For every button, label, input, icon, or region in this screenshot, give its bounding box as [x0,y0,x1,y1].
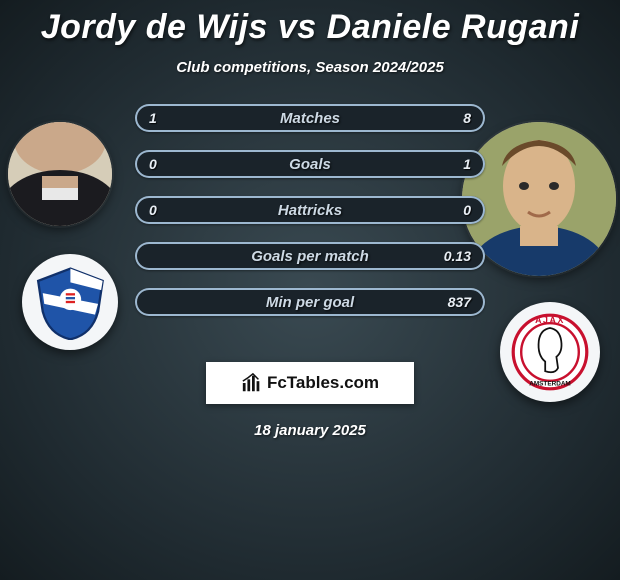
stat-label: Goals per match [135,248,485,265]
page-title: Jordy de Wijs vs Daniele Rugani [0,0,620,47]
bar-chart-icon [241,372,263,394]
stat-label: Hattricks [135,202,485,219]
player-portrait-icon [462,122,616,276]
player-right-photo [462,122,616,276]
stat-row-hattricks: 0 Hattricks 0 [135,196,485,224]
stats-list: 1 Matches 8 0 Goals 1 0 Hattricks 0 Goal… [135,104,485,316]
svg-text:AJAX: AJAX [535,315,565,325]
subtitle: Club competitions, Season 2024/2025 [0,59,620,76]
shield-icon [32,264,109,341]
stat-row-matches: 1 Matches 8 [135,104,485,132]
brand-badge: FcTables.com [206,362,414,404]
brand-text: FcTables.com [267,373,379,393]
stat-label: Goals [135,156,485,173]
player-left-photo [8,122,112,226]
stat-row-min-per-goal: Min per goal 837 [135,288,485,316]
stat-label: Matches [135,110,485,127]
stat-row-goals-per-match: Goals per match 0.13 [135,242,485,270]
player-silhouette-icon [8,122,112,226]
club-right-logo: AMSTERDAM AJAX [500,302,600,402]
date-text: 18 january 2025 [0,422,620,439]
ajax-icon: AMSTERDAM AJAX [510,312,590,392]
stat-label: Min per goal [135,294,485,311]
svg-text:AMSTERDAM: AMSTERDAM [529,381,571,388]
club-left-logo [22,254,118,350]
stat-row-goals: 0 Goals 1 [135,150,485,178]
